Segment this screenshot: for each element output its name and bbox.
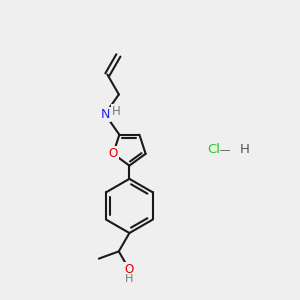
Text: —: — <box>216 145 234 155</box>
Text: O: O <box>109 147 118 160</box>
Text: H: H <box>112 105 121 119</box>
Text: Cl: Cl <box>208 143 221 157</box>
Text: H: H <box>240 143 250 157</box>
Text: O: O <box>125 263 134 276</box>
Text: N: N <box>100 108 110 121</box>
Text: H: H <box>125 274 134 284</box>
